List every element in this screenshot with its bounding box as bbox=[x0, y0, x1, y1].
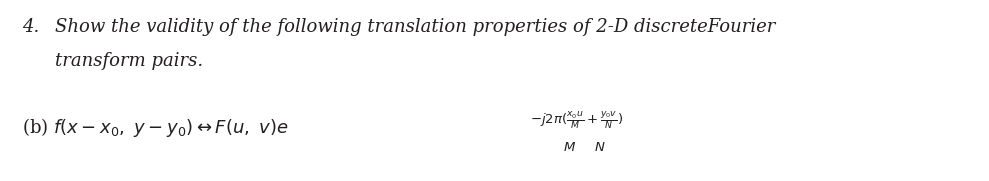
Text: 4.: 4. bbox=[22, 18, 40, 36]
Text: $M \quad\;\; N$: $M \quad\;\; N$ bbox=[563, 141, 606, 154]
Text: Show the validity of the following translation properties of 2-D discreteFourier: Show the validity of the following trans… bbox=[55, 18, 775, 36]
Text: (b) $f(x - x_0,\ y - y_0) \leftrightarrow F(u,\ v)e$: (b) $f(x - x_0,\ y - y_0) \leftrightarro… bbox=[22, 116, 289, 139]
Text: $-j2\pi(\frac{x_0 u}{M}+\frac{y_0 v}{N})$: $-j2\pi(\frac{x_0 u}{M}+\frac{y_0 v}{N})… bbox=[530, 109, 623, 131]
Text: transform pairs.: transform pairs. bbox=[55, 52, 203, 70]
